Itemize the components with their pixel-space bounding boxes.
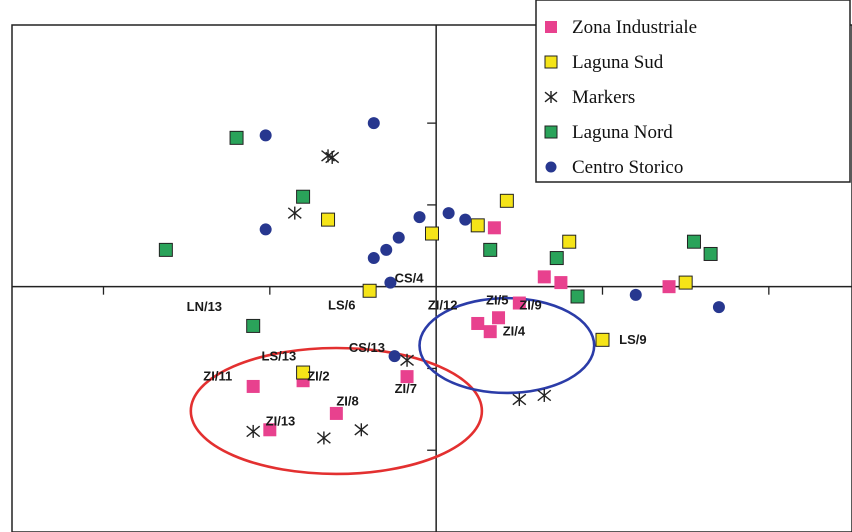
legend-label-zona-industriale: Zona Industriale <box>572 17 697 38</box>
points <box>158 117 725 445</box>
centro-storico-point <box>384 276 397 289</box>
point-label: ZI/2 <box>307 369 329 384</box>
markers-point <box>246 424 261 438</box>
markers-point <box>512 393 527 407</box>
laguna-sud-point <box>362 283 377 298</box>
laguna-sud-point <box>425 226 439 241</box>
point-label: LS/9 <box>619 332 646 347</box>
laguna-nord-point <box>549 251 564 266</box>
laguna-nord-point <box>483 242 498 257</box>
zona-industriale-point <box>662 280 676 294</box>
group-ellipse-1 <box>189 346 484 476</box>
markers-point <box>325 150 340 164</box>
laguna-sud-point <box>678 275 693 290</box>
markers-point <box>400 353 414 367</box>
laguna-nord-point <box>229 130 244 145</box>
group-ellipse-2 <box>418 296 596 395</box>
centro-storico-point <box>367 117 380 130</box>
point-label: ZI/7 <box>395 381 417 396</box>
markers-point <box>316 431 331 445</box>
point-label: ZI/13 <box>266 414 296 429</box>
zona-industriale-point <box>246 379 260 393</box>
point-label: LN/13 <box>187 299 222 314</box>
zona-industriale-point <box>554 276 568 290</box>
zona-industriale-point <box>263 423 277 437</box>
laguna-nord-point <box>158 242 173 257</box>
laguna-nord-point <box>570 289 585 304</box>
legend-box <box>535 0 851 183</box>
point-label: CS/13 <box>349 340 385 355</box>
centro-storico-point <box>629 288 642 301</box>
legend-marker-centro-storico <box>545 161 557 173</box>
centro-storico-point <box>388 350 401 363</box>
zona-industriale-point <box>512 296 526 310</box>
centro-storico-point <box>259 223 272 236</box>
centro-storico-point <box>367 252 380 265</box>
point-labels: CS/4 LN/13 LS/6 ZI/12 ZI/5 ZI/9 ZI/4 LS/9 LS/13 C… <box>187 271 647 429</box>
centro-storico-point <box>442 207 455 220</box>
point-label: ZI/8 <box>336 393 358 408</box>
legend-label-centro-storico: Centro Storico <box>572 157 683 178</box>
point-label: LS/6 <box>328 298 355 313</box>
legend-label-laguna-sud: Laguna Sud <box>572 52 664 73</box>
legend-marker-laguna-sud <box>544 55 558 69</box>
point-label: ZI/11 <box>203 369 232 384</box>
point-label: ZI/4 <box>503 324 526 339</box>
laguna-nord-point <box>686 234 701 249</box>
laguna-sud-point <box>499 193 514 208</box>
zona-industriale-point <box>400 370 414 384</box>
centro-storico-point <box>380 243 393 256</box>
legend-marker-markers <box>544 91 558 103</box>
point-label: LS/13 <box>262 348 297 363</box>
centro-storico-point <box>259 129 272 142</box>
laguna-sud-point <box>296 365 311 380</box>
laguna-nord-point <box>703 246 718 261</box>
centro-storico-point <box>413 211 426 224</box>
legend-label-markers: Markers <box>572 87 635 108</box>
centro-storico-point <box>459 213 472 226</box>
zona-industriale-point <box>483 325 497 339</box>
zona-industriale-point <box>329 406 343 420</box>
markers-point <box>354 423 369 437</box>
zona-industriale-point <box>492 311 506 325</box>
centro-storico-point <box>712 301 725 314</box>
legend-marker-laguna-nord <box>544 125 558 139</box>
zona-industriale-point <box>487 221 501 235</box>
zona-industriale-point <box>537 270 551 284</box>
laguna-nord-point <box>246 318 261 333</box>
markers-point <box>537 388 552 402</box>
laguna-sud-point <box>595 332 610 347</box>
centro-storico-point <box>392 231 405 244</box>
point-label: ZI/5 <box>486 293 508 308</box>
point-label: ZI/9 <box>519 298 541 313</box>
ellipses <box>189 296 596 476</box>
laguna-sud-point <box>321 212 336 227</box>
markers-point <box>287 206 302 220</box>
laguna-nord-point <box>296 189 311 204</box>
legend-label-laguna-nord: Laguna Nord <box>572 122 673 143</box>
legend: Zona Industriale Laguna Sud Markers Laguna … <box>535 0 851 183</box>
laguna-sud-point <box>562 234 577 249</box>
point-label: CS/4 <box>395 271 425 286</box>
legend-marker-zona-industriale <box>545 21 557 33</box>
point-label: ZI/12 <box>428 298 458 313</box>
zona-industriale-point <box>471 316 485 330</box>
laguna-sud-point <box>470 218 485 233</box>
